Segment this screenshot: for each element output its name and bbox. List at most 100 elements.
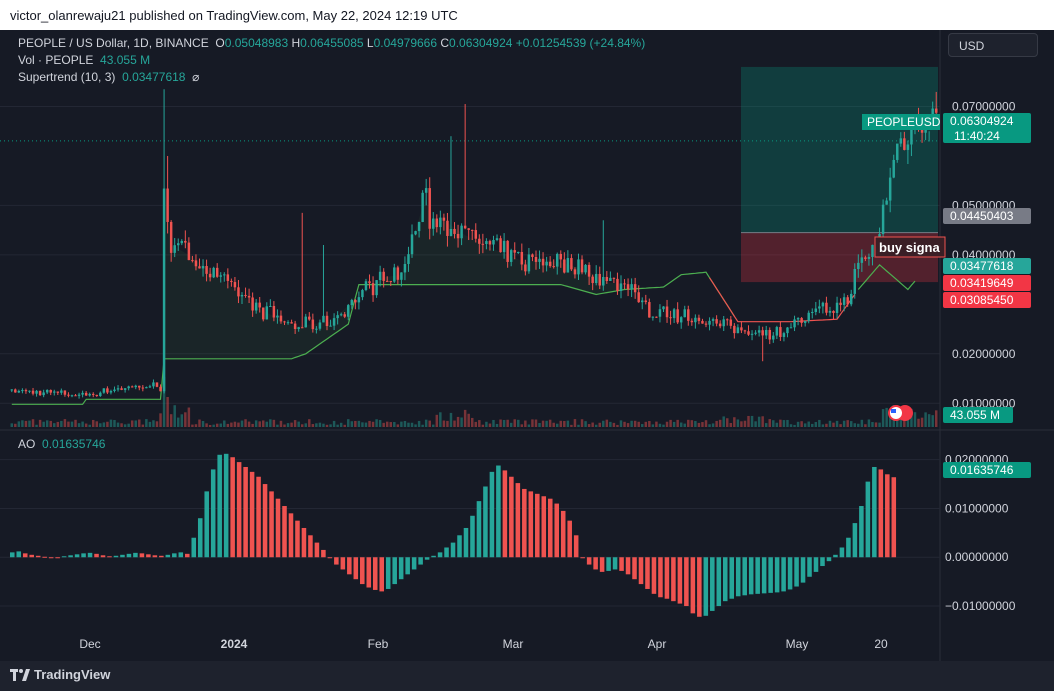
- candle-body: [180, 240, 184, 244]
- volume-bar: [116, 422, 120, 427]
- ao-bar: [878, 469, 884, 558]
- candle-body: [803, 320, 807, 323]
- volume-bar: [318, 422, 322, 427]
- candle-body: [162, 188, 166, 392]
- volume-bar: [219, 423, 222, 427]
- volume-bar: [881, 409, 885, 427]
- ao-bar: [126, 553, 132, 558]
- buy-signal-annotation[interactable]: buy signa: [874, 236, 946, 258]
- chart-canvas[interactable]: 0.070000000.050000000.040000000.02000000…: [0, 30, 1054, 661]
- candle-body: [442, 217, 446, 221]
- candle-body: [559, 253, 563, 260]
- candle-body: [347, 305, 350, 317]
- candle-body: [371, 283, 375, 296]
- candle-body: [378, 271, 382, 281]
- currency-button[interactable]: USD: [948, 33, 1038, 57]
- candle-body: [194, 260, 198, 267]
- candle-body: [177, 243, 180, 246]
- candle-body: [708, 320, 711, 325]
- ao-bar: [81, 553, 86, 558]
- volume-bar: [481, 424, 485, 427]
- ao-bar: [690, 557, 696, 614]
- ao-bar: [411, 557, 417, 570]
- volume-bar: [577, 424, 580, 427]
- ao-bar: [781, 557, 786, 592]
- candle-body: [474, 230, 478, 239]
- chart-area[interactable]: 0.07000000 0.05000000 0.04000000 0.02000000…: [0, 30, 1054, 661]
- candle-body: [616, 278, 619, 291]
- candle-body: [796, 318, 800, 320]
- volume-bar: [931, 415, 934, 427]
- price-label-value: 0.03419649: [950, 276, 1014, 290]
- candle-body: [690, 320, 694, 323]
- event-flags-icon[interactable]: [888, 405, 913, 421]
- candle-body: [849, 293, 853, 305]
- candle-body: [694, 317, 697, 323]
- candle-body: [906, 144, 910, 150]
- candle-body: [828, 310, 832, 313]
- volume-bar: [485, 421, 488, 427]
- ao-bar: [560, 510, 566, 558]
- volume-bar: [846, 420, 849, 427]
- ao-bar: [55, 557, 60, 559]
- candle-body: [53, 391, 56, 393]
- candle-body: [754, 332, 757, 334]
- volume-bar: [389, 422, 393, 427]
- volume-bar: [545, 420, 548, 427]
- volume-bar: [339, 422, 343, 427]
- low-label: L: [366, 36, 374, 50]
- candle-body: [534, 256, 538, 262]
- volume-bar: [53, 423, 56, 427]
- tradingview-brand[interactable]: TradingView: [10, 667, 110, 682]
- volume-bar: [733, 417, 736, 427]
- volume-bar: [934, 410, 938, 427]
- ao-bar: [872, 466, 877, 558]
- ao-bar: [846, 537, 851, 558]
- volume-bar: [775, 422, 779, 427]
- volume-bar: [63, 419, 67, 427]
- candle-body: [818, 306, 821, 309]
- candle-body: [385, 280, 389, 282]
- candle-body: [577, 259, 580, 275]
- volume-bar: [743, 420, 747, 427]
- volume-bar: [31, 419, 35, 427]
- volume-bar: [587, 424, 591, 427]
- candle-body: [527, 254, 531, 272]
- candle-body: [789, 327, 793, 329]
- volume-bar: [672, 421, 676, 427]
- volume-bar: [563, 420, 566, 427]
- candle-body: [134, 385, 137, 388]
- volume-bar: [84, 423, 88, 427]
- time-axis-tick: 20: [874, 637, 888, 651]
- supertrend-down-line: [708, 277, 856, 323]
- candle-body: [152, 382, 155, 387]
- candle-body: [718, 323, 722, 327]
- candle-body: [254, 302, 258, 311]
- volume-bar: [56, 421, 60, 427]
- candle-body: [428, 188, 431, 229]
- candle-body: [276, 315, 279, 318]
- volume-bar: [527, 424, 531, 427]
- volume-bar: [244, 419, 247, 427]
- ao-bar: [470, 515, 475, 558]
- candle-body: [853, 268, 857, 294]
- volume-bar: [162, 377, 166, 427]
- hide-indicator-icon[interactable]: ⌀: [192, 70, 200, 84]
- candle-body: [247, 295, 251, 298]
- candle-body: [644, 300, 648, 303]
- candle-body: [56, 391, 60, 393]
- ao-bar: [547, 498, 553, 558]
- candle-body: [201, 266, 205, 269]
- candle-body: [602, 276, 605, 286]
- candle-body: [297, 327, 300, 329]
- low-value: 0.04979666: [373, 36, 438, 50]
- ao-bar: [632, 557, 637, 580]
- candle-body: [91, 393, 95, 395]
- supertrend-fill: [164, 180, 707, 359]
- volume-bar: [38, 419, 42, 427]
- volume-bar: [442, 420, 446, 427]
- ao-bar: [729, 557, 735, 599]
- candle-body: [17, 390, 21, 393]
- candle-body: [290, 322, 293, 324]
- volume-bar: [488, 423, 492, 427]
